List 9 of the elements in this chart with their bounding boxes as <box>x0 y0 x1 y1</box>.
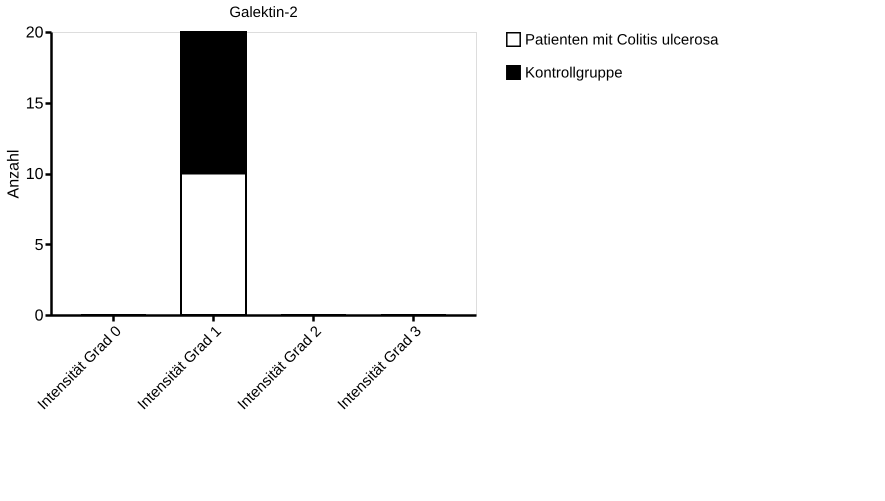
y-tick-label: 0 <box>34 308 44 324</box>
legend-label: Kontrollgruppe <box>525 64 623 82</box>
y-tick-label: 15 <box>26 95 44 112</box>
y-tick-label: 5 <box>34 236 44 254</box>
y-tick-label: 20 <box>26 24 44 42</box>
y-axis-title: Anzahl <box>6 150 23 198</box>
legend-label: Patienten mit Colitis ulcerosa <box>525 32 720 48</box>
y-tick-label: 10 <box>26 166 44 183</box>
chart-title: Galektin-2 <box>229 4 298 21</box>
